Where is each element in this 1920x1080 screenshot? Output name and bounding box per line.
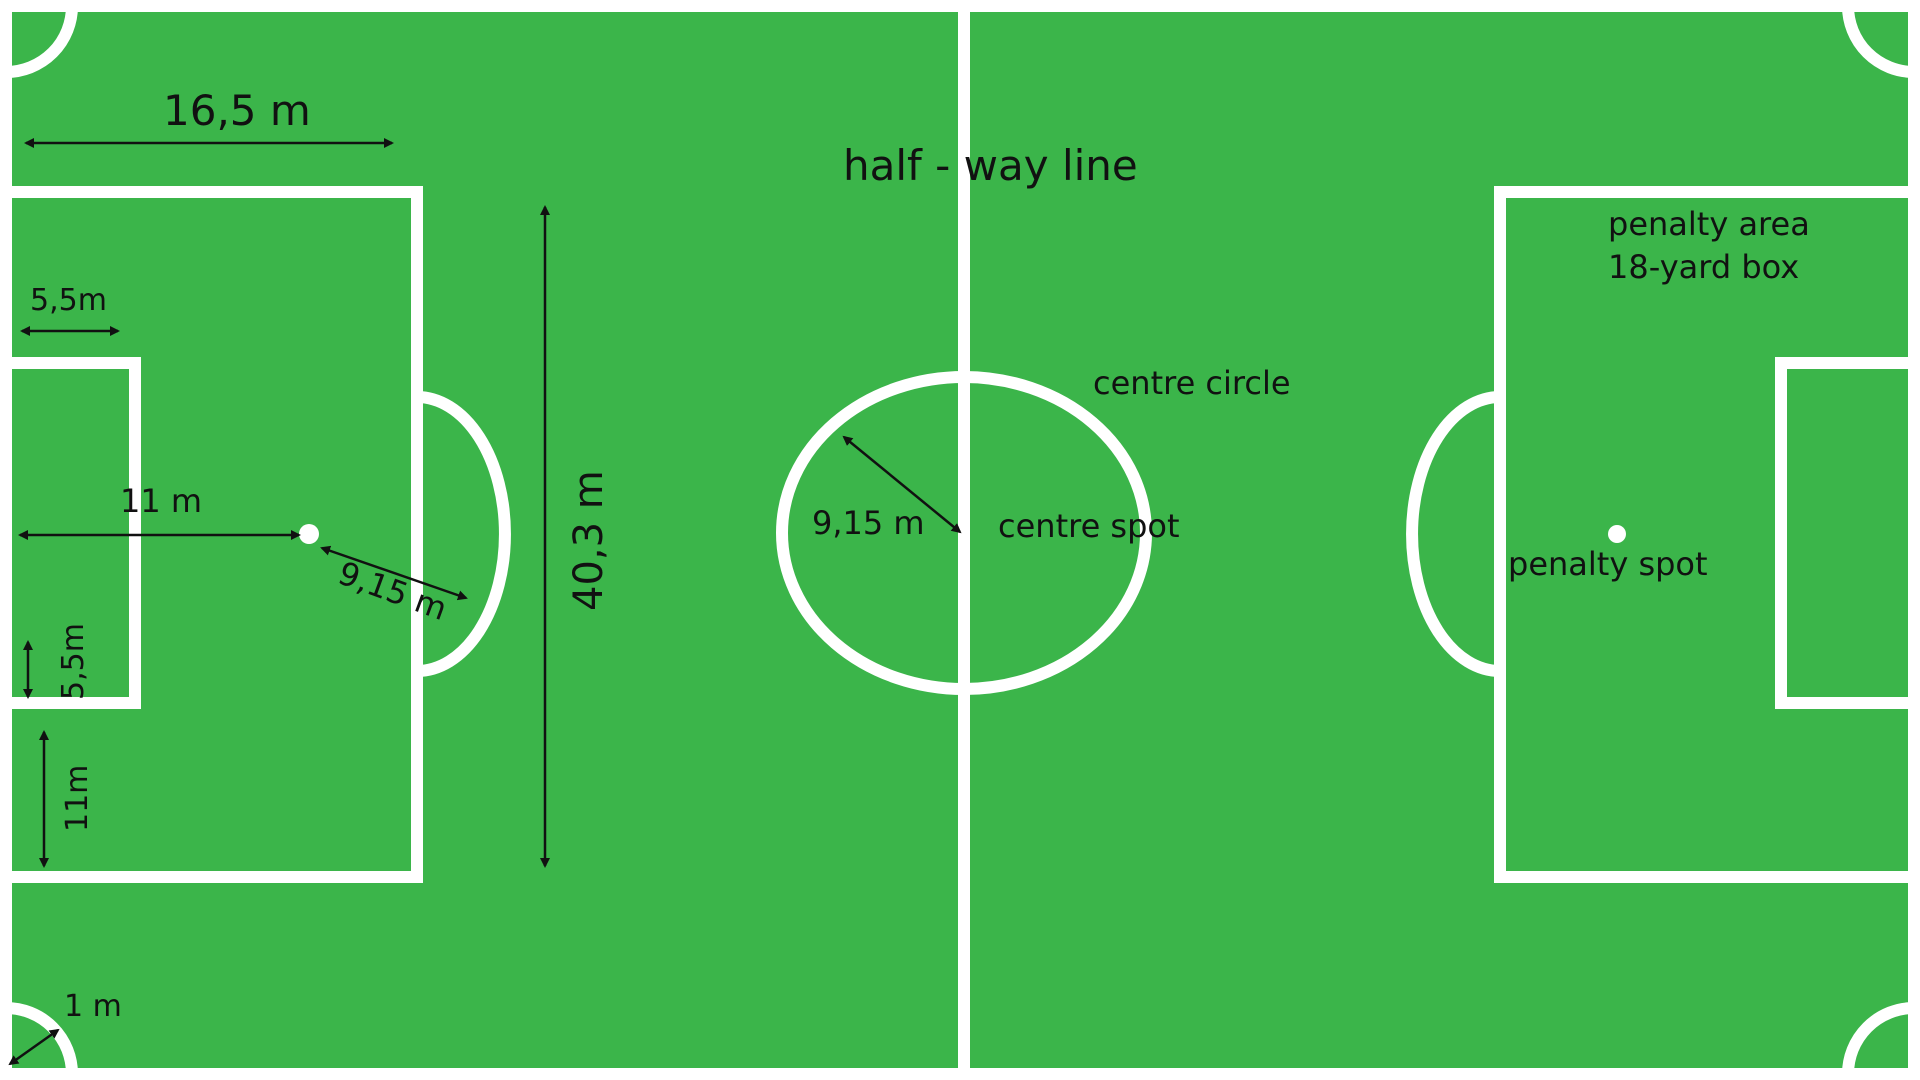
right-penalty-arc — [1406, 391, 1501, 677]
arrow-corner-radius — [8, 1028, 60, 1066]
label-penalty-area-width: 16,5 m — [163, 86, 311, 135]
label-centre-circle: centre circle — [1093, 364, 1291, 402]
centre-circle — [776, 371, 1152, 695]
left-penalty-spot — [299, 524, 319, 544]
label-18-yard-box: 18-yard box — [1608, 248, 1799, 286]
corner-arc-bottom-right — [1842, 1002, 1915, 1075]
label-penalty-area-length: 40,3 m — [566, 470, 612, 611]
corner-arc-top-left — [5, 5, 78, 78]
right-penalty-spot — [1608, 525, 1626, 543]
label-side-11m: 11m — [60, 765, 95, 832]
label-centre-spot: centre spot — [998, 507, 1180, 545]
label-penalty-spot-distance: 11 m — [120, 482, 202, 520]
arrow-centre-circle-radius — [842, 435, 962, 534]
corner-arc-bottom-left — [5, 1002, 78, 1075]
centre-spot — [958, 527, 970, 539]
label-corner-radius: 1 m — [64, 989, 122, 1024]
corner-arc-top-right — [1842, 5, 1915, 78]
label-halfway-line: half - way line — [843, 141, 1138, 190]
label-goal-area-depth: 5,5m — [30, 283, 107, 318]
right-penalty-area — [1494, 186, 1914, 883]
arrow-arc-radius — [320, 545, 468, 601]
label-penalty-spot: penalty spot — [1508, 545, 1708, 583]
left-penalty-area — [6, 186, 423, 883]
label-goal-area-side: 5,5m — [56, 623, 91, 700]
right-goal-area — [1775, 357, 1914, 709]
label-penalty-area: penalty area — [1608, 205, 1810, 243]
label-centre-circle-radius: 9,15 m — [812, 504, 925, 542]
left-penalty-arc — [416, 391, 511, 677]
